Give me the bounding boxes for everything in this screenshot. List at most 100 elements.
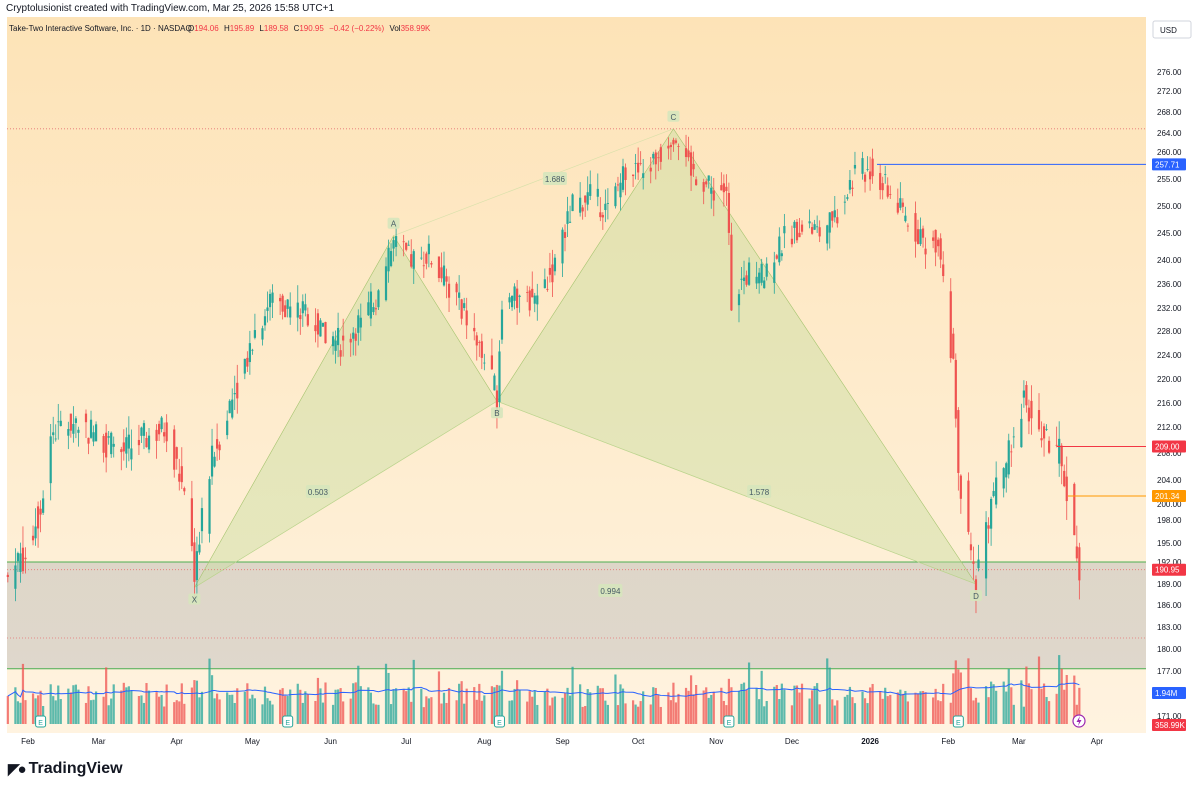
price-marker (1152, 563, 1186, 576)
candle-body (425, 253, 428, 264)
volume-bar (190, 687, 193, 724)
volume-bar (916, 693, 920, 724)
time-axis[interactable]: Feb Mar Apr May Jun Jul Aug Sep Oct Nov Dec 2026 Feb… (21, 737, 1103, 746)
volume-bar (919, 691, 922, 724)
volume-bar (422, 707, 425, 724)
candle-body (826, 225, 829, 244)
candle-body (548, 267, 551, 275)
legend-h-label: H (224, 24, 230, 33)
volume-bar (69, 692, 72, 724)
currency-button[interactable]: USD (1152, 20, 1192, 39)
candle-body (387, 247, 390, 272)
candle-body (331, 336, 335, 347)
candle-body (175, 447, 178, 459)
candle-body (634, 163, 637, 164)
candle-body (932, 237, 935, 241)
price-tick-label: 224.00 (1157, 351, 1182, 360)
candle-body (755, 276, 758, 284)
time-tick-label: Feb (941, 737, 955, 746)
candle-body (695, 179, 698, 186)
candle-body (657, 157, 660, 159)
volume-bar (783, 689, 786, 724)
candle-body (89, 419, 93, 438)
candle-body (919, 229, 922, 245)
tradingview-logo[interactable]: ◤● TradingView (8, 760, 123, 778)
candle-body (702, 182, 705, 192)
volume-bar (218, 699, 221, 724)
volume-bar (924, 692, 927, 724)
pattern-leg-line (194, 400, 498, 588)
candle-body (687, 150, 690, 158)
candle-body (977, 559, 980, 569)
volume-bar (939, 701, 942, 724)
volume-bar (493, 687, 496, 724)
currency-label[interactable]: USD (1160, 26, 1177, 35)
volume-bar (173, 702, 176, 724)
volume-bar (543, 691, 546, 724)
candle-body (584, 195, 587, 203)
volume-bars (6, 655, 1081, 724)
price-chart-svg[interactable]: X A B C D 0.503 1.686 1.578 0.994 E E E E E Take-Tw… (0, 17, 1200, 749)
price-tick-label: 171.00 (1157, 712, 1182, 721)
earnings-icon[interactable] (35, 715, 47, 728)
earnings-icon[interactable] (723, 715, 735, 728)
candle-body (546, 288, 549, 290)
candle-body (483, 362, 486, 364)
chart-area[interactable]: X A B C D 0.503 1.686 1.578 0.994 E E E E E Take-Tw… (0, 17, 1200, 749)
candle-body (460, 299, 463, 319)
candle-body (1037, 410, 1041, 430)
volume-bar (957, 669, 960, 724)
candle-body (374, 308, 378, 310)
candle-body (667, 145, 670, 149)
candle-body (180, 466, 183, 483)
volume-bar (200, 691, 204, 724)
candle-body (790, 238, 794, 245)
time-tick-label: Apr (171, 737, 184, 746)
volume-bar (886, 696, 889, 724)
candle-body (1060, 445, 1063, 467)
currency-button-frame[interactable] (1152, 20, 1192, 39)
price-tick-label: 264.00 (1157, 129, 1182, 138)
candle-body (422, 265, 425, 267)
volume-bar (659, 706, 662, 724)
candle-body (984, 522, 988, 579)
candle-body (266, 307, 269, 311)
volume-bar (546, 688, 549, 724)
volume-marker-label: 1.94M (1155, 689, 1178, 698)
volume-bar (581, 706, 584, 724)
candle-body (783, 226, 786, 234)
volume-bar (533, 690, 536, 724)
volume-bar (445, 702, 448, 724)
volume-bar (271, 704, 274, 724)
volume-bar (990, 681, 993, 724)
volume-bar (42, 705, 45, 724)
earnings-icon[interactable] (282, 715, 294, 728)
candle-body (1030, 400, 1033, 419)
alert-button[interactable] (1072, 714, 1086, 728)
candle-body (760, 263, 763, 283)
volume-bar (465, 688, 468, 724)
candle-body (1012, 436, 1015, 438)
harmonic-pattern (194, 128, 977, 588)
candle-body (52, 432, 55, 436)
candle-body (551, 264, 554, 283)
candle-body (1075, 546, 1078, 559)
time-tick-label: Jun (324, 737, 337, 746)
volume-bar (1047, 701, 1051, 724)
candle-body (213, 456, 216, 467)
candle-body (54, 438, 57, 440)
candle-body (536, 295, 539, 305)
volume-bar (107, 705, 110, 724)
candle-body (949, 291, 952, 359)
volume-bar (831, 699, 834, 724)
volume-bar (226, 692, 229, 724)
volume-bar (868, 687, 872, 724)
volume-bar (992, 684, 995, 724)
volume-bar (127, 686, 130, 724)
volume-bar (495, 684, 499, 724)
volume-bar (145, 683, 148, 724)
price-axis[interactable]: 276.00 272.00 268.00 264.00 260.00 255.00 250.… (1157, 68, 1182, 721)
earnings-icon[interactable] (493, 715, 505, 728)
earnings-icon[interactable] (952, 715, 964, 728)
candle-body (354, 333, 357, 341)
